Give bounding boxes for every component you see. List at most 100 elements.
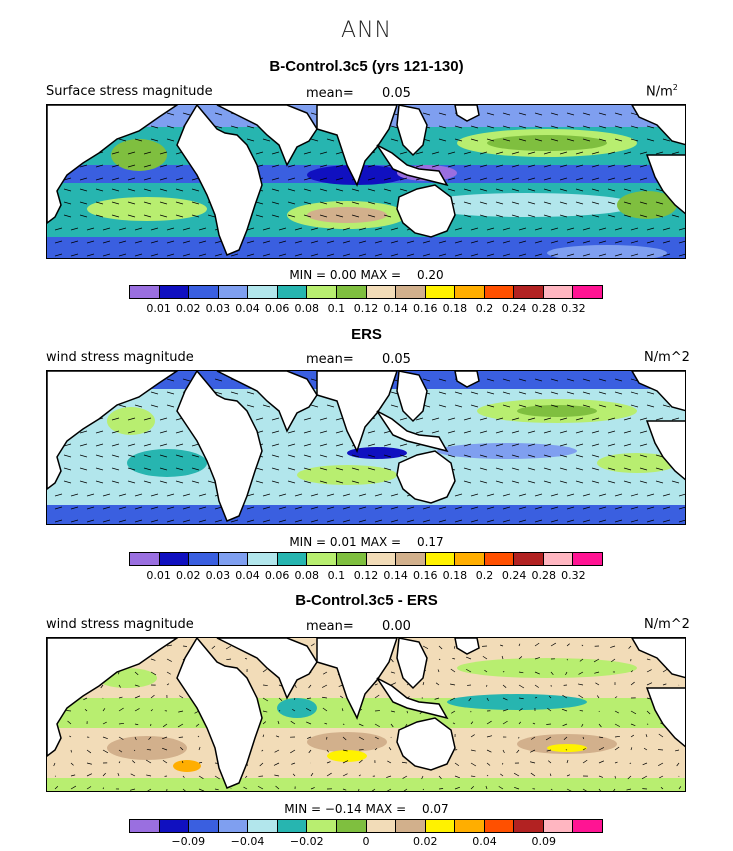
wind-vector <box>559 454 568 458</box>
wind-vector <box>86 506 95 510</box>
wind-vector <box>342 788 347 791</box>
wind-vector <box>658 762 664 767</box>
colorbar-tick-label: 0.28 <box>531 569 557 582</box>
continent-outline <box>216 638 318 700</box>
wind-vector <box>403 788 408 791</box>
wind-vector <box>534 642 540 647</box>
wind-vector <box>214 378 223 382</box>
wind-vector <box>335 177 344 181</box>
wind-vector <box>591 417 600 421</box>
wind-vector <box>118 684 121 688</box>
wind-vector <box>303 164 312 168</box>
panel-3-min-label: MIN = <box>284 802 322 816</box>
wind-vector <box>655 214 664 218</box>
wind-vector <box>486 774 489 777</box>
wind-vector <box>598 391 607 395</box>
wind-vector <box>150 227 159 231</box>
wind-vector <box>159 188 168 192</box>
wind-vector <box>146 774 152 777</box>
wind-vector <box>598 240 607 244</box>
wind-vector <box>527 164 536 168</box>
wind-vector <box>646 493 655 497</box>
wind-vector <box>319 480 328 484</box>
wind-vector <box>498 786 504 790</box>
wind-vector <box>111 177 120 181</box>
wind-vector <box>610 645 616 648</box>
wind-vector <box>486 493 495 497</box>
wind-vector <box>303 467 312 471</box>
wind-vector <box>118 253 127 257</box>
wind-vector <box>486 112 495 116</box>
wind-vector <box>438 404 447 408</box>
wind-vector <box>468 697 472 702</box>
wind-vector <box>527 467 536 471</box>
colorbar-swatch <box>307 820 337 832</box>
wind-vector <box>470 404 479 408</box>
wind-vector <box>447 188 456 192</box>
wind-vector <box>342 253 351 257</box>
wind-vector <box>159 430 168 434</box>
wind-vector <box>591 480 600 484</box>
wind-vector <box>543 443 552 447</box>
wind-vector <box>671 417 680 421</box>
wind-vector <box>367 443 376 447</box>
colorbar-tick-label: 0.03 <box>205 302 231 315</box>
wind-vector <box>559 201 568 205</box>
wind-vector <box>383 454 392 458</box>
wind-vector <box>454 775 460 779</box>
colorbar-swatch <box>484 820 515 832</box>
wind-vector <box>454 227 463 231</box>
wind-vector <box>561 708 568 712</box>
panel-1-min-value: 0.00 <box>329 268 357 282</box>
wind-vector <box>518 125 527 129</box>
wind-vector <box>518 253 527 257</box>
wind-vector <box>655 417 664 421</box>
wind-vector <box>198 240 207 244</box>
wind-vector <box>630 681 635 686</box>
wind-vector <box>582 227 591 231</box>
wind-vector <box>582 788 587 791</box>
wind-vector <box>335 480 344 484</box>
wind-vector <box>614 125 623 129</box>
wind-vector <box>511 467 520 471</box>
wind-vector <box>630 253 639 257</box>
wind-vector <box>390 710 396 713</box>
wind-vector <box>175 430 184 434</box>
wind-vector <box>145 759 152 764</box>
wind-vector <box>486 391 495 395</box>
wind-vector <box>79 177 88 181</box>
wind-vector <box>502 125 511 129</box>
wind-vector <box>111 417 120 421</box>
wind-vector <box>127 201 136 205</box>
wind-vector <box>566 138 575 142</box>
wind-vector <box>470 749 476 752</box>
wind-vector <box>630 493 639 497</box>
wind-vector <box>678 786 682 790</box>
wind-vector <box>479 177 488 181</box>
wind-vector <box>374 747 378 751</box>
colorbar-swatch <box>425 286 456 298</box>
wind-vector <box>63 454 72 458</box>
wind-vector <box>310 493 319 497</box>
wind-vector <box>470 762 477 767</box>
wind-vector <box>86 786 92 790</box>
wind-vector <box>527 443 536 447</box>
wind-vector <box>374 723 380 728</box>
wind-vector <box>655 151 664 155</box>
wind-vector <box>371 788 376 791</box>
wind-vector <box>54 519 63 523</box>
panel-3-variable-label: wind stress magnitude <box>46 617 194 632</box>
wind-vector <box>150 671 157 676</box>
wind-vector <box>406 710 408 714</box>
wind-vector <box>127 454 136 458</box>
field-contour <box>307 207 387 223</box>
wind-vector <box>191 188 200 192</box>
colorbar-swatch <box>189 553 219 565</box>
wind-vector <box>54 240 63 244</box>
colorbar-tick-label: 0.2 <box>475 569 494 582</box>
wind-vector <box>358 493 367 497</box>
map-field <box>47 105 685 258</box>
colorbar-swatch <box>189 820 219 832</box>
wind-vector <box>278 519 287 523</box>
wind-vector <box>326 253 335 257</box>
